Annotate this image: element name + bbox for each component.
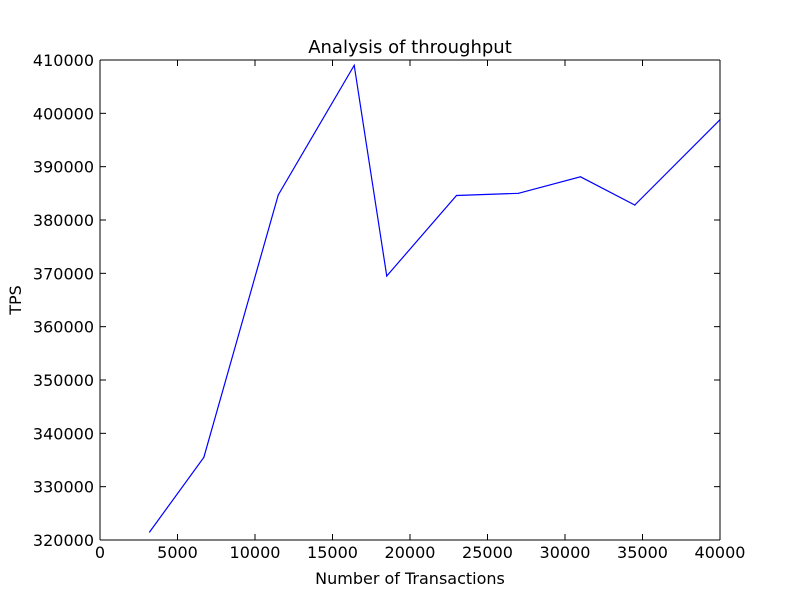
y-tick-label: 360000 [33,318,94,337]
y-tick-label: 400000 [33,104,94,123]
series-line-0 [149,63,721,533]
y-tick-label: 350000 [33,371,94,390]
data-point-0-2 [277,194,279,196]
x-tick-label: 5000 [157,543,198,562]
data-point-0-1 [203,456,205,458]
y-tick-label: 320000 [33,531,94,550]
y-tick-label: 390000 [33,158,94,177]
x-tick-label: 0 [95,543,105,562]
data-point-0-5 [455,194,458,197]
x-tick-label: 10000 [230,543,281,562]
x-tick-label: 20000 [385,543,436,562]
data-point-0-0 [149,531,151,533]
plot-area [100,60,720,540]
x-tick-label: 15000 [307,543,358,562]
x-tick-label: 25000 [462,543,513,562]
chart-title: Analysis of throughput [308,37,512,58]
x-tick-label: 35000 [617,543,668,562]
x-tick-label: 40000 [695,543,746,562]
y-axis-label: TPS [6,285,25,316]
y-tick-label: 330000 [33,478,94,497]
data-point-0-6 [517,192,520,194]
x-tick-label: 30000 [540,543,591,562]
data-point-0-7 [579,176,582,178]
data-point-0-8 [634,204,636,206]
y-tick-label: 380000 [33,211,94,230]
x-axis-label: Number of Transactions [315,569,505,588]
y-tick-label: 340000 [33,424,94,443]
data-point-0-4 [386,275,388,277]
y-tick-label: 410000 [33,51,94,70]
data-point-0-3 [353,64,355,66]
y-tick-label: 370000 [33,264,94,283]
